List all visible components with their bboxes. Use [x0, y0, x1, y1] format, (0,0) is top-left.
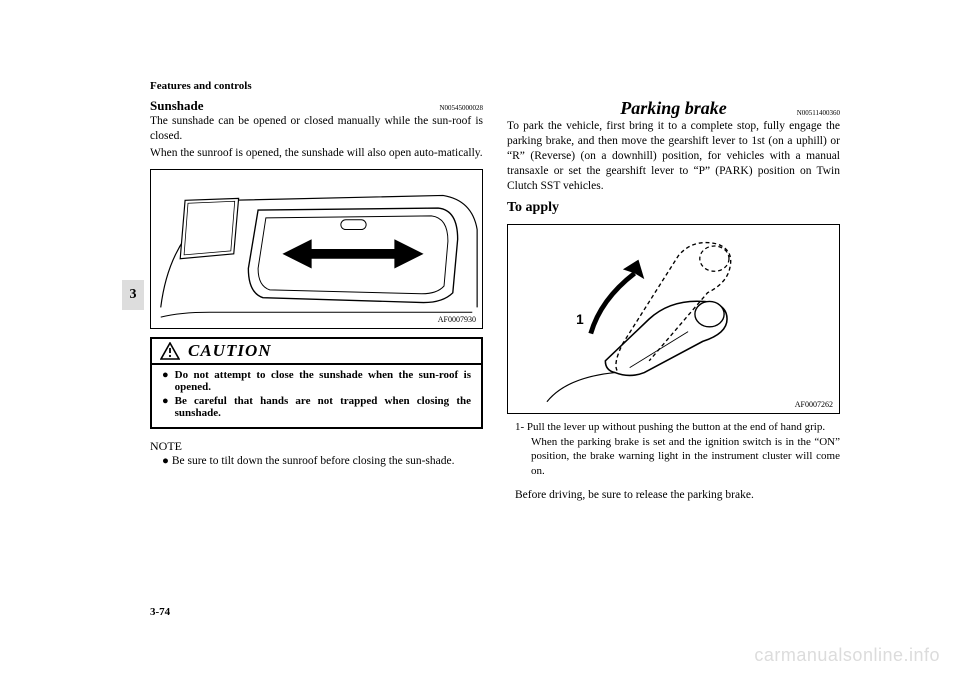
sunroof-illustration [151, 170, 482, 328]
bullet-icon: ● [162, 395, 169, 419]
step-1: 1- Pull the lever up without pushing the… [507, 420, 840, 435]
caution-item-2: ● Be careful that hands are not trapped … [162, 395, 471, 419]
caution-title: CAUTION [188, 341, 272, 361]
figure-label-1: 1 [576, 312, 584, 327]
watermark: carmanualsonline.info [754, 645, 940, 666]
warning-icon [160, 342, 180, 360]
sunshade-paragraph-1: The sunshade can be opened or closed man… [150, 114, 483, 144]
parking-brake-paragraph: To park the vehicle, first bring it to a… [507, 119, 840, 194]
manual-page: 3 Features and controls Sunshade N005450… [0, 0, 960, 678]
caution-body: ● Do not attempt to close the sunshade w… [152, 365, 481, 427]
parking-brake-figure: 1 AF0007262 [507, 224, 840, 414]
sunshade-figure: AF0007930 [150, 169, 483, 329]
parking-brake-figure-ref: AF0007262 [795, 400, 833, 409]
caution-item-1: ● Do not attempt to close the sunshade w… [162, 369, 471, 393]
caution-text-2: Be careful that hands are not trapped wh… [175, 395, 471, 419]
caution-text-1: Do not attempt to close the sunshade whe… [175, 369, 471, 393]
note-body: ● Be sure to tilt down the sunroof befor… [150, 454, 483, 469]
bullet-icon: ● [162, 369, 169, 393]
two-column-layout: Sunshade N00545000028 The sunshade can b… [150, 98, 840, 501]
content-area: Features and controls Sunshade N00545000… [150, 80, 840, 501]
note-text: Be sure to tilt down the sunroof before … [172, 455, 455, 467]
parking-brake-illustration: 1 [508, 225, 839, 413]
caution-header: CAUTION [152, 339, 481, 365]
step-1-continued: When the parking brake is set and the ig… [507, 435, 840, 480]
to-apply-heading: To apply [507, 200, 840, 216]
note-label: NOTE [150, 439, 483, 454]
chapter-tab: 3 [122, 280, 144, 310]
release-note: Before driving, be sure to release the p… [507, 489, 840, 501]
left-column: Sunshade N00545000028 The sunshade can b… [150, 98, 483, 501]
page-number: 3-74 [150, 606, 170, 618]
page-header: Features and controls [150, 80, 840, 92]
caution-box: CAUTION ● Do not attempt to close the su… [150, 337, 483, 429]
step-1-number: 1- [515, 421, 524, 433]
step-1-text-a: Pull the lever up without pushing the bu… [527, 421, 825, 433]
sunshade-figure-ref: AF0007930 [438, 315, 476, 324]
right-column: Parking brake N00511400360 To park the v… [507, 98, 840, 501]
chapter-number: 3 [130, 287, 137, 303]
sunshade-paragraph-2: When the sunroof is opened, the sunshade… [150, 146, 483, 161]
note-bullet-icon: ● [162, 455, 169, 467]
